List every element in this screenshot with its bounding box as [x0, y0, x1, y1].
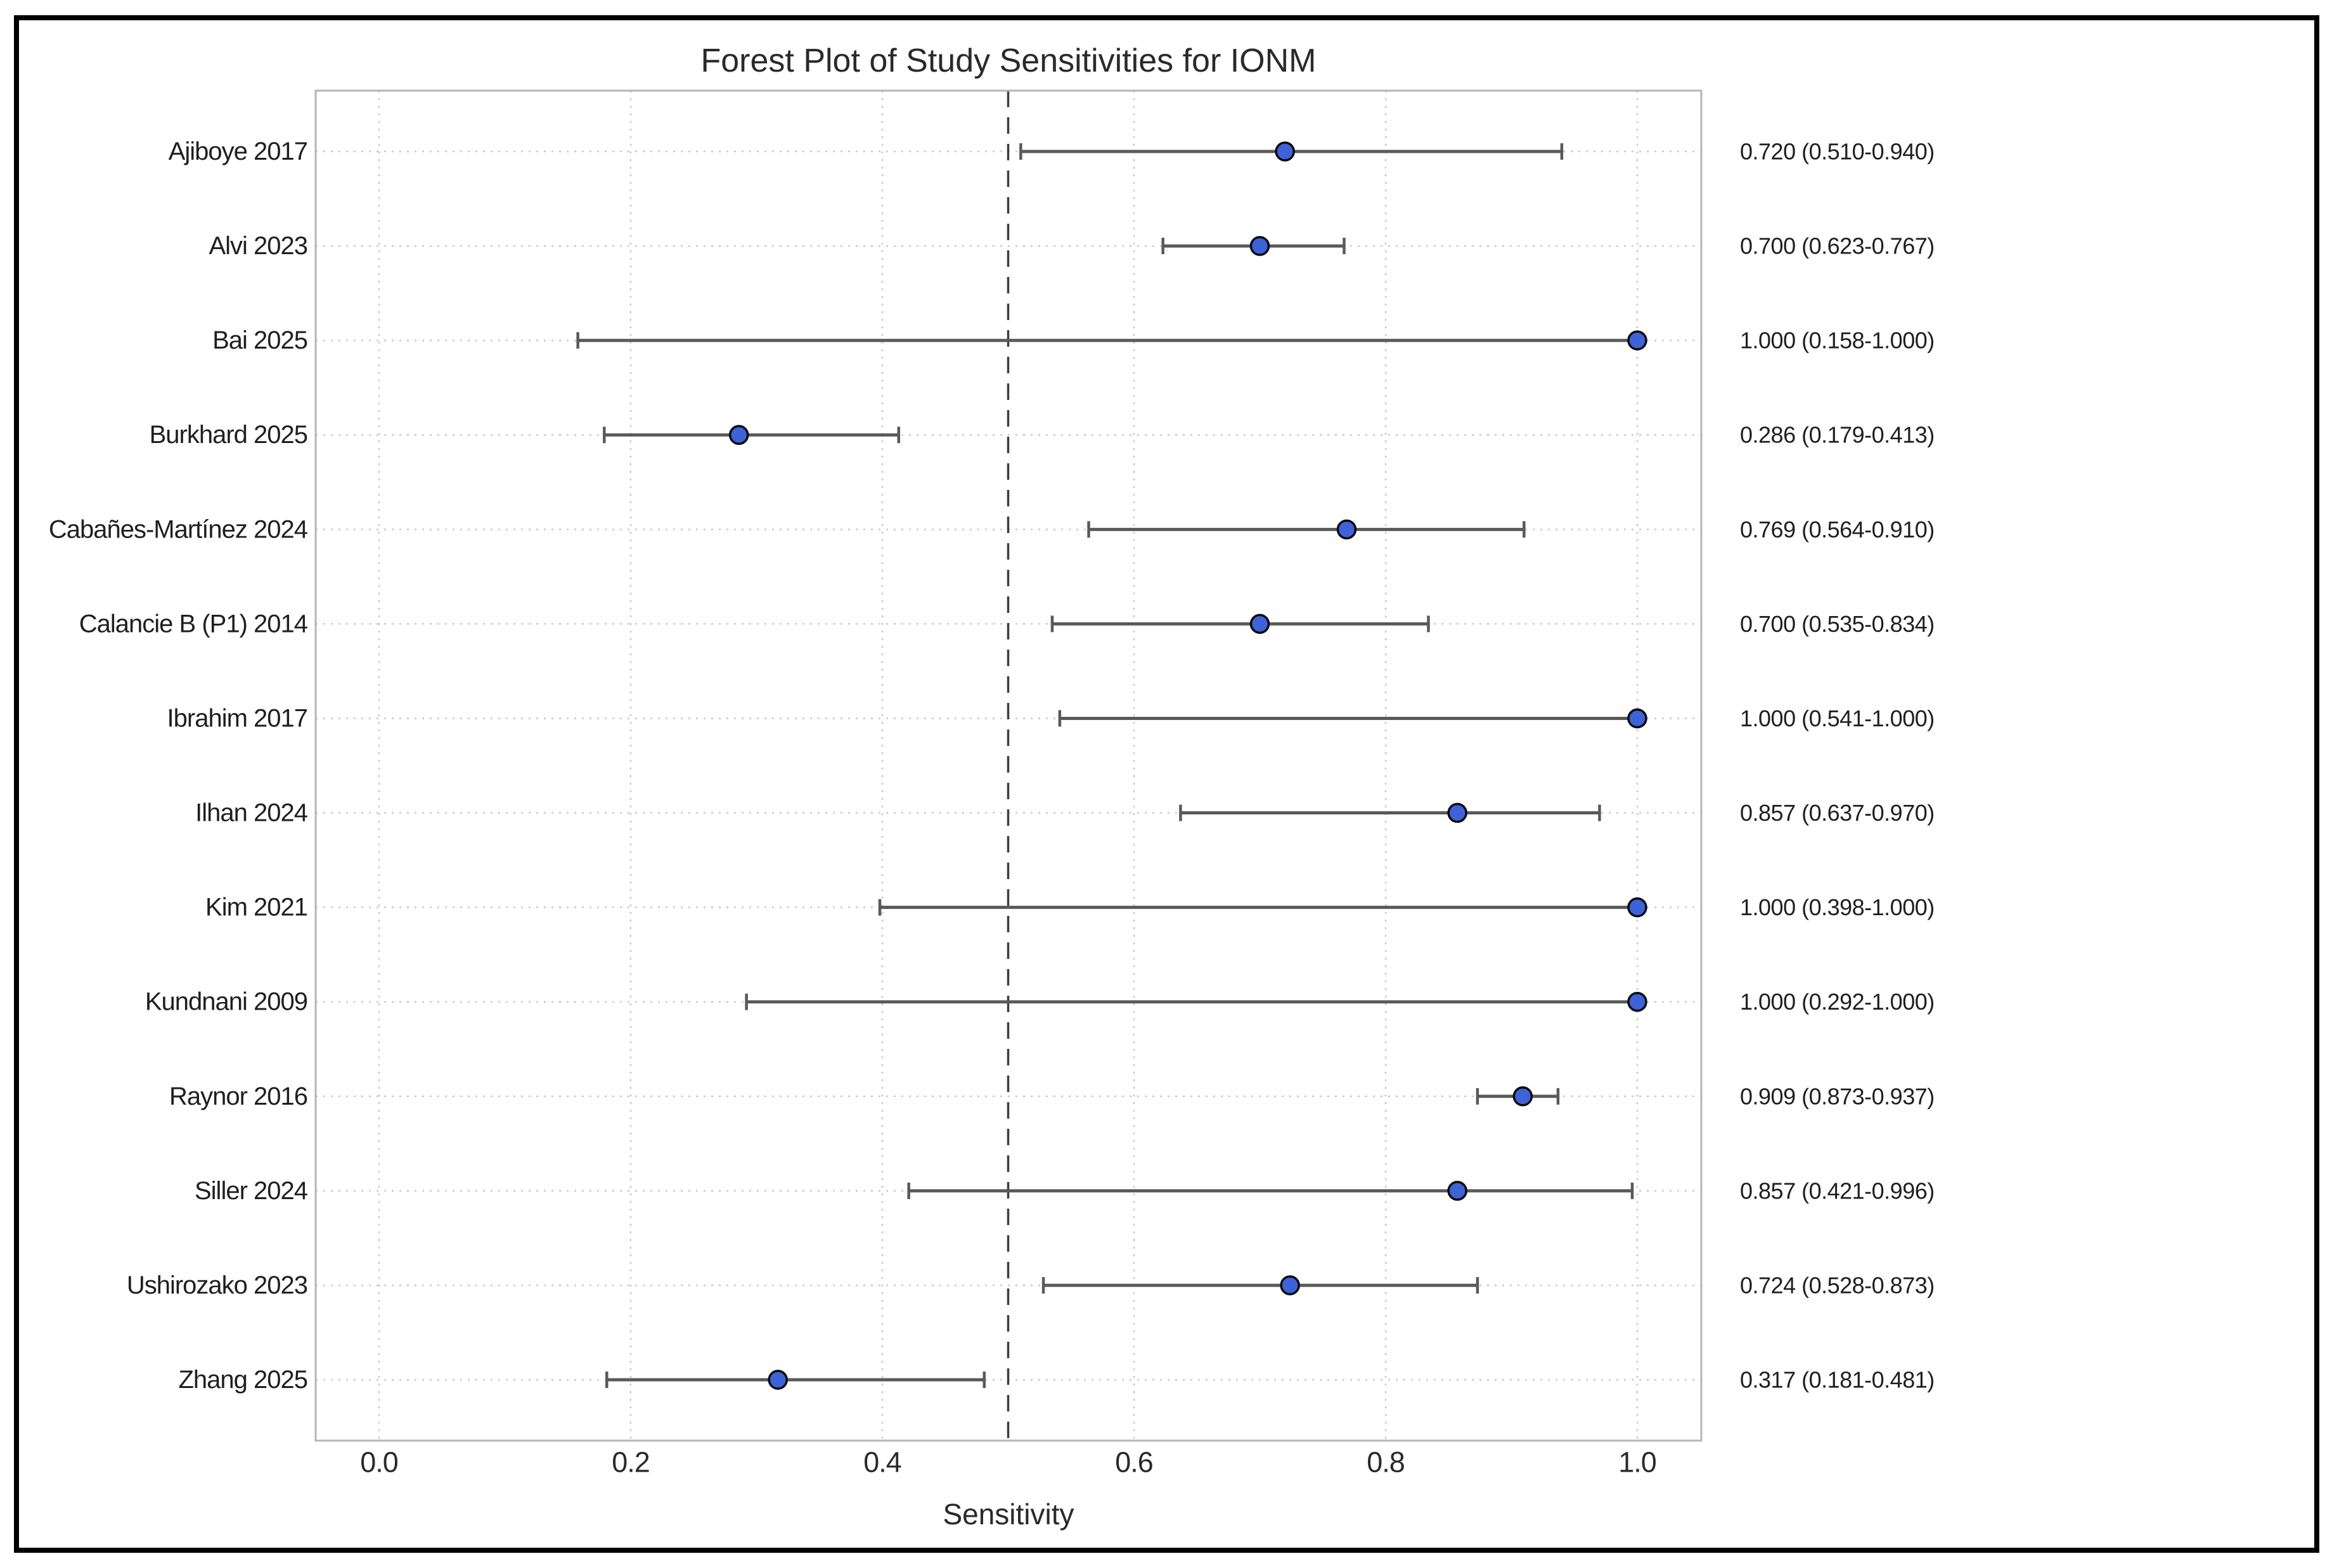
- point-marker: [1627, 330, 1647, 350]
- value-annotation: 0.724 (0.528-0.873): [1740, 1272, 1935, 1298]
- value-annotation: 1.000 (0.292-1.000): [1740, 989, 1935, 1015]
- study-label: Alvi 2023: [209, 232, 307, 260]
- value-annotation: 0.769 (0.564-0.910): [1740, 517, 1935, 543]
- value-annotation: 1.000 (0.541-1.000): [1740, 705, 1935, 731]
- value-annotation: 0.857 (0.637-0.970): [1740, 800, 1935, 826]
- study-label: Calancie B (P1) 2014: [79, 610, 308, 638]
- value-annotation: 0.909 (0.873-0.937): [1740, 1083, 1935, 1109]
- point-marker: [1627, 991, 1647, 1012]
- point-marker: [1249, 236, 1270, 256]
- study-label: Ushirozako 2023: [127, 1271, 307, 1299]
- study-label: Bai 2025: [212, 326, 307, 354]
- x-tick-label: 0.0: [360, 1446, 398, 1479]
- study-label: Raynor 2016: [169, 1083, 307, 1110]
- value-annotation: 0.700 (0.623-0.767): [1740, 233, 1935, 259]
- study-label: Cabañes-Martínez 2024: [49, 515, 308, 543]
- point-marker: [1249, 614, 1270, 634]
- value-annotation: 1.000 (0.158-1.000): [1740, 328, 1935, 354]
- value-annotation: 0.317 (0.181-0.481): [1740, 1367, 1935, 1393]
- point-marker: [1336, 519, 1357, 540]
- value-annotation: 1.000 (0.398-1.000): [1740, 894, 1935, 920]
- point-marker: [768, 1370, 788, 1390]
- point-marker: [1280, 1275, 1300, 1295]
- study-label: Burkhard 2025: [150, 421, 307, 449]
- point-marker: [1275, 141, 1295, 162]
- point-marker: [1627, 708, 1647, 729]
- point-marker: [1627, 897, 1647, 918]
- point-marker: [1447, 802, 1467, 823]
- study-label: Ilhan 2024: [195, 799, 308, 827]
- plot-border: [314, 89, 1703, 1442]
- value-annotation: 0.700 (0.535-0.834): [1740, 611, 1935, 637]
- study-label: Zhang 2025: [178, 1366, 307, 1394]
- value-annotation: 0.857 (0.421-0.996): [1740, 1178, 1935, 1204]
- point-marker: [1512, 1086, 1533, 1107]
- value-annotation: 0.720 (0.510-0.940): [1740, 139, 1935, 165]
- x-tick-label: 0.8: [1367, 1446, 1405, 1479]
- point-marker: [1447, 1181, 1467, 1201]
- point-marker: [728, 425, 749, 445]
- value-annotation: 0.286 (0.179-0.413): [1740, 422, 1935, 448]
- x-tick-label: 0.6: [1115, 1446, 1153, 1479]
- study-label: Kundnani 2009: [145, 988, 307, 1016]
- study-label: Siller 2024: [195, 1177, 308, 1205]
- x-tick-label: 0.2: [612, 1446, 650, 1479]
- plot-outer-border: [14, 15, 2319, 1553]
- chart-title: Forest Plot of Study Sensitivities for I…: [700, 42, 1317, 79]
- x-tick-label: 0.4: [863, 1446, 901, 1479]
- study-label: Ibrahim 2017: [167, 704, 307, 732]
- study-label: Kim 2021: [205, 894, 307, 922]
- x-tick-label: 1.0: [1618, 1446, 1656, 1479]
- x-axis-label: Sensitivity: [943, 1498, 1074, 1531]
- study-label: Ajiboye 2017: [169, 138, 307, 165]
